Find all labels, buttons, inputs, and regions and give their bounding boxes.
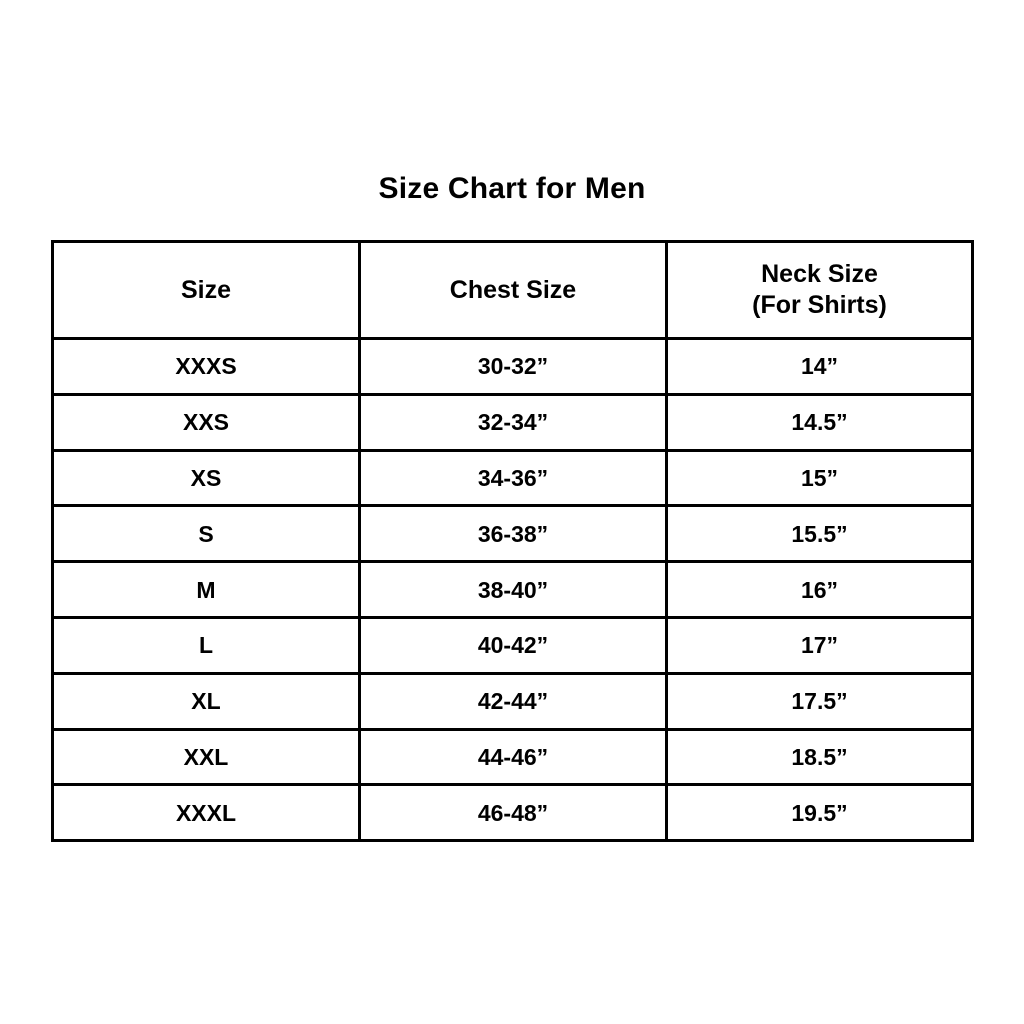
table-row: XXS 32-34” 14.5” [51, 392, 974, 452]
table-header: Size Chest Size Neck Size (For Shirts) [51, 240, 974, 340]
table-row: XXXL 46-48” 19.5” [51, 783, 974, 843]
table-row: S 36-38” 15.5” [51, 504, 974, 564]
page-title: Size Chart for Men [378, 172, 646, 205]
cell-neck-size: 18.5” [665, 727, 974, 787]
cell-size: XS [51, 448, 361, 508]
cell-chest-size: 32-34” [358, 392, 668, 452]
cell-size: XXL [51, 727, 361, 787]
table-header-row: Size Chest Size Neck Size (For Shirts) [51, 240, 974, 340]
column-header-size-label: Size [180, 275, 232, 304]
cell-chest-size: 44-46” [358, 727, 668, 787]
cell-size: S [51, 504, 361, 564]
table-row: XXL 44-46” 18.5” [51, 727, 974, 787]
column-header-neck-size: Neck Size (For Shirts) [665, 240, 974, 340]
column-header-neck-size-sublabel: (For Shirts) [752, 291, 887, 319]
column-header-chest-size: Chest Size [358, 240, 668, 340]
cell-size: XL [51, 671, 361, 731]
cell-size: XXS [51, 392, 361, 452]
cell-size: M [51, 560, 361, 619]
cell-chest-size: 34-36” [358, 448, 668, 508]
cell-chest-size: 46-48” [358, 783, 668, 843]
cell-neck-size: 14” [665, 337, 974, 396]
cell-neck-size: 14.5” [665, 392, 974, 452]
column-header-neck-size-label: Neck Size [761, 260, 878, 288]
cell-chest-size: 40-42” [358, 615, 668, 675]
size-chart-table-container: Size Chest Size Neck Size (For Shirts) X… [51, 240, 974, 843]
cell-size: XXXS [51, 337, 361, 396]
cell-neck-size: 17.5” [665, 671, 974, 731]
cell-neck-size: 15” [665, 448, 974, 508]
table-row: XL 42-44” 17.5” [51, 671, 974, 731]
table-row: XXXS 30-32” 14” [51, 337, 974, 396]
cell-size: L [51, 615, 361, 675]
size-chart-table: Size Chest Size Neck Size (For Shirts) X… [51, 240, 974, 843]
cell-chest-size: 30-32” [358, 337, 668, 396]
column-header-chest-size-label: Chest Size [449, 275, 577, 304]
cell-neck-size: 19.5” [665, 783, 974, 843]
cell-size: XXXL [51, 783, 361, 843]
table-body: XXXS 30-32” 14” XXS 32-34” 14.5” XS 34-3… [51, 337, 974, 843]
cell-neck-size: 15.5” [665, 504, 974, 564]
cell-neck-size: 16” [665, 560, 974, 619]
column-header-size: Size [51, 240, 361, 340]
cell-neck-size: 17” [665, 615, 974, 675]
cell-chest-size: 42-44” [358, 671, 668, 731]
table-row: M 38-40” 16” [51, 560, 974, 619]
cell-chest-size: 36-38” [358, 504, 668, 564]
table-row: XS 34-36” 15” [51, 448, 974, 508]
table-row: L 40-42” 17” [51, 615, 974, 675]
cell-chest-size: 38-40” [358, 560, 668, 619]
